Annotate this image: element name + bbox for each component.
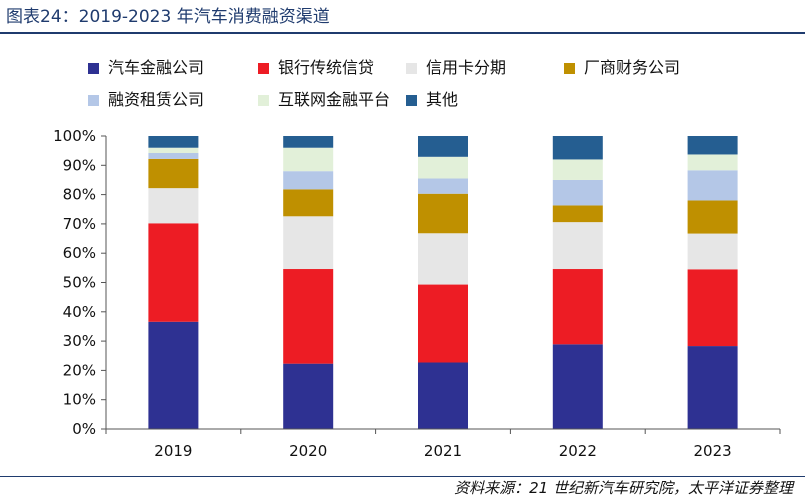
x-tick-label-2020: 2020 (289, 442, 327, 460)
bar-2020-series-5 (283, 147, 334, 172)
legend-label-2: 信用卡分期 (426, 58, 507, 77)
legend-label-6: 其他 (426, 90, 459, 109)
legend-item-5: 互联网金融平台 (258, 88, 390, 112)
bar-2019-series-6 (148, 136, 199, 148)
x-tick-label-2019: 2019 (154, 442, 192, 460)
x-tick-label-2022: 2022 (559, 442, 597, 460)
bar-2022-series-0 (552, 344, 603, 429)
bar-2023-series-4 (687, 170, 738, 201)
bar-2020-series-3 (283, 189, 334, 217)
bar-2023-series-1 (687, 269, 738, 347)
bar-2020-series-4 (283, 171, 334, 190)
footer-rule (0, 476, 805, 477)
bars-layer (148, 136, 738, 429)
legend-label-4: 融资租赁公司 (108, 90, 205, 109)
legend-swatch-1 (258, 63, 269, 74)
legend-swatch-3 (564, 63, 575, 74)
legend-label-5: 互联网金融平台 (278, 90, 391, 109)
bar-2022-series-6 (552, 136, 603, 160)
bar-2022-series-5 (552, 159, 603, 180)
chart-title: 图表24：2019-2023 年汽车消费融资渠道 (6, 7, 330, 27)
y-tick-label-3: 30% (63, 332, 96, 350)
y-tick-label-4: 40% (63, 303, 96, 321)
bar-2021-series-6 (418, 136, 468, 157)
bar-2019-series-2 (148, 188, 199, 224)
bar-2021-series-0 (418, 362, 468, 429)
x-tick-label-2023: 2023 (694, 442, 732, 460)
legend-swatch-2 (406, 63, 417, 74)
bar-2019-series-1 (148, 223, 199, 322)
bar-2022-series-3 (552, 205, 603, 223)
source-note: 资料来源：21 世纪新汽车研究院，太平洋证券整理 (454, 479, 793, 497)
legend-item-1: 银行传统信贷 (258, 56, 374, 80)
bar-2023-series-0 (687, 346, 738, 429)
bar-2020-series-6 (283, 136, 334, 148)
legend-item-0: 汽车金融公司 (88, 56, 204, 80)
bar-2020-series-2 (283, 216, 334, 270)
bar-2019-series-5 (148, 147, 199, 153)
bar-2021-series-5 (418, 156, 468, 179)
legend-item-4: 融资租赁公司 (88, 88, 204, 112)
y-tick-label-8: 80% (63, 186, 96, 204)
legend-swatch-6 (406, 95, 417, 106)
y-tick-label-1: 10% (63, 391, 96, 409)
x-tick-labels: 2019 2020 2021 2022 2023 (154, 442, 731, 460)
bar-2020-series-0 (283, 363, 334, 429)
legend-item-6: 其他 (406, 88, 458, 112)
bar-2019-series-0 (148, 321, 199, 429)
legend-swatch-5 (258, 95, 269, 106)
bar-2023-series-3 (687, 200, 738, 234)
x-tick-label-2021: 2021 (424, 442, 462, 460)
y-tick-labels: 0% 10% 20% 30% 40% 50% 60% 70% 80% 90% 100% (53, 127, 96, 438)
bar-2023-series-5 (687, 154, 738, 171)
legend-label-0: 汽车金融公司 (108, 58, 205, 77)
bar-2021-series-1 (418, 284, 468, 363)
legend-item-2: 信用卡分期 (406, 56, 506, 80)
axes-layer (101, 135, 781, 434)
y-tick-label-0: 0% (72, 420, 96, 438)
bar-2022-series-1 (552, 269, 603, 345)
y-tick-label-10: 100% (53, 127, 96, 145)
bar-2021-series-4 (418, 178, 468, 194)
y-tick-label-2: 20% (63, 361, 96, 379)
stacked-bar-chart: 0%10%20%30%40%50%60%70%80%90%100% 2019 20… (53, 127, 781, 460)
bar-2019-series-4 (148, 152, 199, 159)
bar-2023-series-2 (687, 233, 738, 270)
bar-2021-series-3 (418, 193, 468, 234)
y-tick-label-9: 90% (63, 156, 96, 174)
bar-2023-series-6 (687, 136, 738, 155)
legend-label-1: 银行传统信贷 (278, 58, 375, 77)
legend-swatch-4 (88, 95, 99, 106)
bar-2021-series-2 (418, 233, 468, 285)
y-tick-label-7: 70% (63, 215, 96, 233)
legend-label-3: 厂商财务公司 (584, 58, 681, 77)
bar-2022-series-4 (552, 179, 603, 206)
legend-swatch-0 (88, 63, 99, 74)
legend-item-3: 厂商财务公司 (564, 56, 680, 80)
y-tick-label-6: 60% (63, 244, 96, 262)
bar-2020-series-1 (283, 269, 334, 364)
y-tick-label-5: 50% (63, 274, 96, 292)
title-underline (0, 32, 805, 34)
bar-2019-series-3 (148, 158, 199, 189)
bar-2022-series-2 (552, 222, 603, 270)
